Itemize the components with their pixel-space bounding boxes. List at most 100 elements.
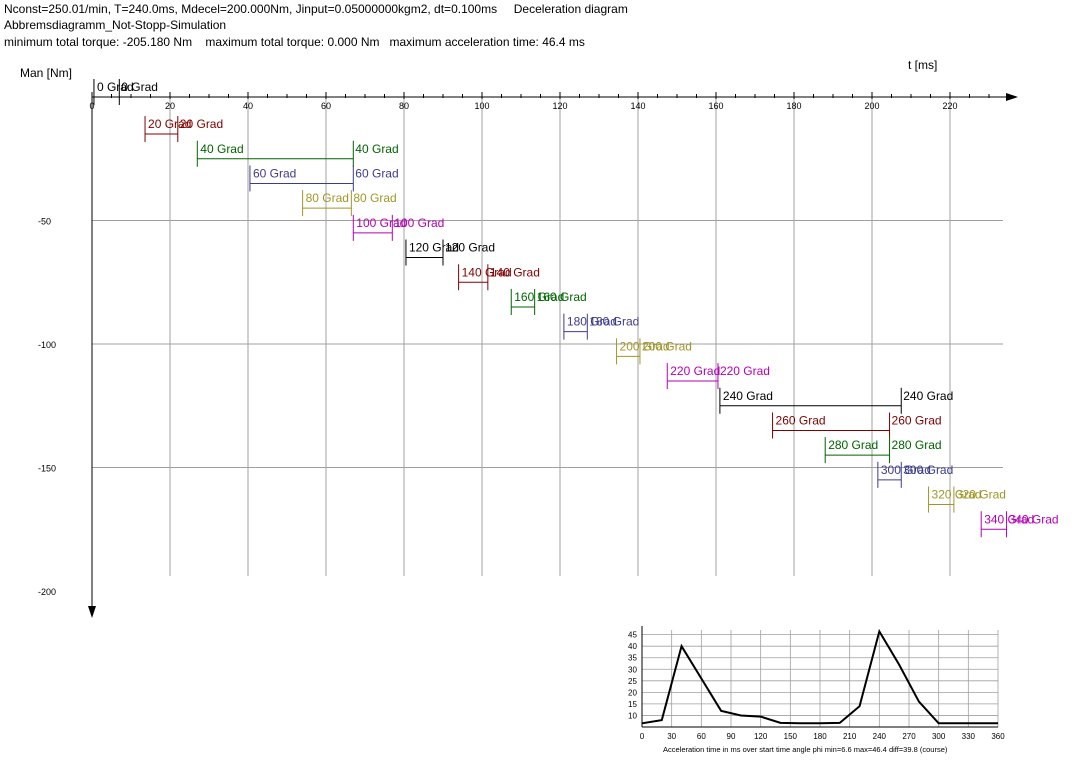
torque-segment: 240 Grad 240 Grad	[719, 387, 953, 414]
deceleration-chart: Man [Nm] t [ms] 0 20 40 60 80 100 120 140 160 180 20…	[20, 58, 1059, 618]
x-tick-label: 20	[165, 101, 175, 111]
header-parameters-line: Nconst=250.01/min, T=240.0ms, Mdecel=200…	[4, 2, 628, 16]
x-axis-title: t [ms]	[908, 58, 937, 72]
segment-end-label: 240 Grad	[903, 389, 953, 403]
y-axis-arrow	[88, 606, 96, 618]
x-tick-label: 160	[708, 101, 723, 111]
segment-end-label: 20 Grad	[180, 117, 223, 131]
torque-segment: 260 Grad 260 Grad	[772, 412, 942, 439]
segment-end-label: 0 Grad	[121, 80, 158, 94]
x-axis-arrow	[1006, 93, 1018, 101]
inset-x-tick-label: 0	[640, 732, 645, 741]
segment-end-label: 280 Grad	[892, 438, 942, 452]
segment-end-label: 200 Grad	[642, 339, 692, 353]
segment-start-label: 260 Grad	[776, 413, 826, 427]
x-tick-label: 140	[630, 101, 645, 111]
segment-start-label: 80 Grad	[306, 191, 349, 205]
inset-x-tick-label: 210	[843, 732, 857, 741]
segment-start-label: 140 Grad	[462, 265, 512, 279]
segment-start-label: 240 Grad	[723, 389, 773, 403]
segment-start-label: 40 Grad	[200, 142, 243, 156]
segment-start-label: 320 Grad	[932, 488, 982, 502]
inset-x-tick-label: 30	[667, 732, 676, 741]
x-tick-label: 60	[321, 101, 331, 111]
segment-start-label: 0 Grad	[97, 80, 134, 94]
segment-start-label: 120 Grad	[409, 241, 459, 255]
torque-segment: 280 Grad 280 Grad	[824, 437, 942, 464]
segment-end-label: 80 Grad	[353, 191, 396, 205]
torque-segment: 80 Grad 80 Grad	[302, 190, 397, 217]
segment-end-label: 300 Grad	[903, 463, 953, 477]
x-tick-label: 200	[864, 101, 879, 111]
segment-end-label: 260 Grad	[892, 413, 942, 427]
x-tick-label: 220	[942, 101, 957, 111]
y-tick-label: -150	[38, 464, 56, 474]
segment-end-label: 180 Grad	[589, 315, 639, 329]
y-tick-label: -50	[38, 217, 51, 227]
segment-end-label: 220 Grad	[720, 364, 770, 378]
segment-end-label: 340 Grad	[1009, 512, 1059, 526]
inset-y-tick-label: 30	[628, 665, 637, 674]
x-tick-label: 40	[243, 101, 253, 111]
x-tick-label: 120	[552, 101, 567, 111]
inset-x-tick-label: 90	[727, 732, 736, 741]
segment-start-label: 340 Grad	[984, 512, 1034, 526]
x-tick-label: 100	[474, 101, 489, 111]
segment-start-label: 20 Grad	[148, 117, 191, 131]
segment-end-label: 140 Grad	[490, 265, 540, 279]
y-tick-label: -100	[38, 340, 56, 350]
x-tick-label: 0	[89, 101, 94, 111]
segment-start-label: 280 Grad	[828, 438, 878, 452]
torque-segment: 40 Grad 40 Grad	[196, 140, 399, 167]
inset-y-tick-label: 45	[628, 631, 637, 640]
inset-y-tick-label: 25	[628, 677, 637, 686]
inset-y-tick-label: 40	[628, 642, 637, 651]
header-torque-summary: minimum total torque: -205.180 Nm maximu…	[4, 35, 585, 49]
segment-end-label: 320 Grad	[956, 488, 1006, 502]
y-tick-label: -200	[38, 587, 56, 597]
segment-end-label: 40 Grad	[355, 142, 398, 156]
segment-start-label: 180 Grad	[567, 315, 617, 329]
inset-x-tick-label: 180	[813, 732, 827, 741]
segment-end-label: 100 Grad	[394, 216, 444, 230]
segment-end-label: 120 Grad	[445, 241, 495, 255]
segment-start-label: 100 Grad	[356, 216, 406, 230]
x-tick-label: 180	[786, 101, 801, 111]
inset-caption: Acceleration time in ms over start time …	[663, 745, 948, 754]
inset-x-tick-label: 300	[932, 732, 946, 741]
header-diagram-name: Abbremsdiagramm_Not-Stopp-Simulation	[4, 18, 227, 32]
inset-y-tick-label: 10	[628, 711, 637, 720]
inset-x-tick-label: 270	[902, 732, 916, 741]
header-params: Nconst=250.01/min, T=240.0ms, Mdecel=200…	[4, 2, 498, 16]
y-axis-title: Man [Nm]	[20, 66, 72, 80]
inset-y-tick-label: 35	[628, 654, 637, 663]
segment-end-label: 160 Grad	[537, 290, 587, 304]
inset-y-tick-label: 20	[628, 688, 637, 697]
acceleration-time-chart: 0 30 60 90 120 150 180 210 240 270 300 330 360 10 15 20…	[628, 626, 1005, 754]
segment-start-label: 160 Grad	[514, 290, 564, 304]
inset-x-tick-label: 360	[991, 732, 1005, 741]
inset-x-tick-label: 120	[754, 732, 768, 741]
acceleration-time-line	[641, 628, 998, 725]
header-title: Deceleration diagram	[513, 2, 628, 16]
x-tick-label: 80	[399, 101, 409, 111]
segment-start-label: 60 Grad	[253, 166, 296, 180]
segment-start-label: 300 Grad	[881, 463, 931, 477]
inset-y-tick-label: 15	[628, 700, 637, 709]
inset-x-tick-label: 240	[873, 732, 887, 741]
torque-segment: 220 Grad 220 Grad	[666, 363, 770, 390]
segment-end-label: 60 Grad	[355, 166, 398, 180]
segment-start-label: 200 Grad	[620, 339, 670, 353]
torque-segment: 60 Grad 60 Grad	[249, 165, 399, 192]
